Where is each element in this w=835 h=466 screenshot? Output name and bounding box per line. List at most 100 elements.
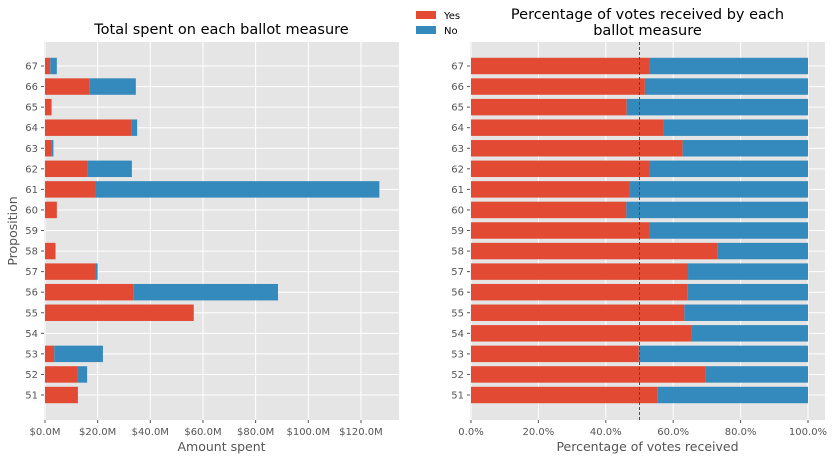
- right-y-tick-label: 63: [451, 144, 464, 155]
- left-bar-no-prop-53: [54, 345, 103, 363]
- right-chart-title-line-2: ballot measure: [593, 23, 702, 39]
- right-bar-yes-prop-65: [471, 98, 627, 116]
- right-bar-yes-prop-66: [471, 78, 645, 95]
- right-bar-no-prop-55: [684, 304, 808, 321]
- right-x-tick-labels: 0.0% 20.0% 40.0% 60.0% 80.0% 100.0%: [458, 420, 827, 438]
- left-bar-yes-prop-65: [45, 98, 52, 116]
- left-bar-yes-prop-64: [45, 119, 132, 136]
- left-bar-yes-prop-56: [45, 283, 134, 301]
- left-x-tick-label: $20.0M: [79, 427, 116, 438]
- left-y-tick-label: 52: [25, 370, 38, 381]
- right-bar-no-prop-58: [717, 242, 808, 260]
- left-bar-yes-prop-67: [45, 57, 51, 75]
- left-y-tick-label: 57: [25, 267, 38, 278]
- left-bar-no-prop-57: [95, 263, 98, 280]
- right-y-tick-label: 55: [451, 308, 464, 319]
- right-bar-no-prop-56: [687, 283, 808, 301]
- right-x-tick-label: 60.0%: [657, 427, 689, 438]
- right-bar-no-prop-66: [644, 78, 808, 95]
- right-y-tick-labels: 51 52 53 54 55 56 57 58 59 60 61 62 63 64 65 66 67: [451, 62, 470, 402]
- left-x-tick-label: $60.0M: [184, 427, 221, 438]
- right-y-tick-label: 59: [451, 226, 464, 237]
- left-y-tick-label: 53: [25, 349, 38, 360]
- legend-no-label: No: [444, 26, 458, 37]
- left-bars: [45, 57, 380, 404]
- left-x-tick-label: $0.0M: [30, 427, 61, 438]
- left-y-tick-label: 56: [25, 288, 38, 299]
- right-y-tick-label: 54: [451, 329, 464, 340]
- right-bar-yes-prop-63: [471, 140, 683, 157]
- right-y-tick-label: 66: [451, 82, 464, 93]
- left-y-tick-label: 51: [25, 391, 38, 402]
- right-x-tick-label: 0.0%: [458, 427, 483, 438]
- legend: Yes No: [416, 11, 460, 37]
- right-y-tick-label: 61: [451, 185, 464, 196]
- right-bar-no-prop-67: [649, 57, 808, 75]
- right-bar-yes-prop-56: [471, 283, 688, 301]
- right-bars: [471, 57, 808, 404]
- right-x-tick-label: 40.0%: [590, 427, 622, 438]
- left-y-tick-label: 60: [25, 205, 38, 216]
- right-y-tick-label: 58: [451, 247, 464, 258]
- left-bar-no-prop-62: [87, 160, 132, 178]
- right-bar-no-prop-64: [663, 119, 808, 136]
- right-bar-yes-prop-54: [471, 325, 692, 342]
- right-y-tick-label: 60: [451, 205, 464, 216]
- right-x-axis-label: Percentage of votes received: [556, 439, 738, 454]
- right-bar-yes-prop-59: [471, 222, 650, 239]
- right-bar-no-prop-60: [626, 201, 808, 219]
- left-y-tick-label: 62: [25, 164, 38, 175]
- left-bar-no-prop-52: [77, 366, 88, 383]
- right-bar-no-prop-63: [682, 140, 808, 157]
- left-y-tick-label: 58: [25, 247, 38, 258]
- left-bar-yes-prop-57: [45, 263, 96, 280]
- right-y-tick-label: 67: [451, 62, 464, 73]
- legend-no-swatch: [416, 26, 436, 34]
- right-bar-yes-prop-62: [471, 160, 650, 178]
- right-bar-no-prop-61: [629, 181, 808, 198]
- legend-yes-label: Yes: [443, 11, 460, 22]
- right-bar-no-prop-52: [705, 366, 808, 383]
- right-bar-yes-prop-61: [471, 181, 630, 198]
- right-bar-yes-prop-55: [471, 304, 685, 321]
- right-bar-no-prop-59: [649, 222, 808, 239]
- left-y-tick-label: 61: [25, 185, 38, 196]
- left-y-tick-label: 65: [25, 103, 38, 114]
- left-x-tick-label: $40.0M: [132, 427, 169, 438]
- right-y-tick-label: 52: [451, 370, 464, 381]
- left-x-tick-label: $100.0M: [286, 427, 330, 438]
- right-bar-yes-prop-64: [471, 119, 664, 136]
- left-y-tick-labels: 51 52 53 54 55 56 57 58 59 60 61 62 63 64 65 66 67: [25, 62, 44, 402]
- right-y-tick-label: 57: [451, 267, 464, 278]
- right-chart-title-line-1: Percentage of votes received by each: [511, 7, 784, 23]
- right-y-tick-label: 62: [451, 164, 464, 175]
- legend-yes-swatch: [416, 11, 436, 19]
- left-y-tick-label: 59: [25, 226, 38, 237]
- left-y-tick-label: 66: [25, 82, 38, 93]
- left-bar-yes-prop-53: [45, 345, 55, 363]
- left-bar-yes-prop-63: [45, 140, 52, 157]
- right-x-tick-label: 80.0%: [725, 427, 757, 438]
- left-bar-yes-prop-52: [45, 366, 78, 383]
- right-bar-no-prop-54: [691, 325, 808, 342]
- right-bar-no-prop-53: [638, 345, 808, 363]
- right-bar-no-prop-65: [626, 98, 808, 116]
- right-bar-yes-prop-51: [471, 386, 658, 404]
- left-x-tick-labels: $0.0M $20.0M $40.0M $60.0M $80.0M $100.0M $120…: [30, 420, 383, 438]
- left-gridlines: [44, 42, 399, 420]
- left-bar-no-prop-61: [95, 181, 380, 198]
- left-bar-yes-prop-58: [45, 242, 56, 260]
- right-bar-yes-prop-60: [471, 201, 627, 219]
- left-bar-yes-prop-62: [45, 160, 88, 178]
- right-bar-yes-prop-53: [471, 345, 639, 363]
- right-y-tick-label: 53: [451, 349, 464, 360]
- left-bar-yes-prop-55: [45, 304, 194, 321]
- left-x-tick-label: $80.0M: [237, 427, 274, 438]
- left-y-tick-label: 63: [25, 144, 38, 155]
- right-bar-no-prop-57: [688, 263, 808, 280]
- left-bar-yes-prop-66: [45, 78, 90, 95]
- right-y-tick-label: 56: [451, 288, 464, 299]
- left-bar-no-prop-67: [50, 57, 57, 75]
